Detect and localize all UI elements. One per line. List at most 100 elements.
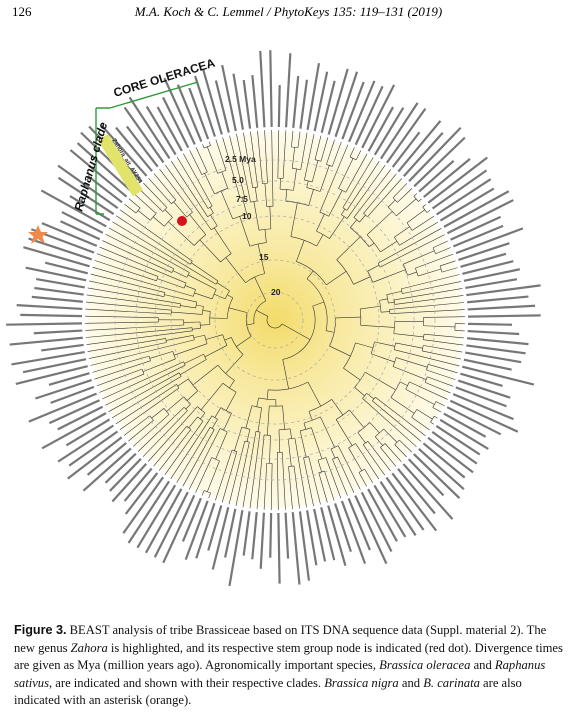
branch (326, 271, 347, 286)
branch (294, 438, 307, 508)
branch (371, 353, 395, 363)
tip-label-placeholder (156, 106, 183, 152)
branch (256, 309, 269, 317)
branch (353, 169, 392, 218)
branch (367, 441, 391, 472)
time-label: 5.0 (232, 175, 244, 185)
tip-label-placeholder (67, 436, 123, 480)
branch (209, 207, 214, 214)
branch (105, 364, 186, 406)
core-oleracea-bracket (109, 81, 199, 109)
branch (85, 327, 193, 338)
branch (306, 270, 314, 280)
branch-arc (372, 396, 376, 402)
branch (173, 201, 187, 218)
branch (228, 307, 248, 313)
branch (427, 376, 454, 387)
branch-arc (357, 422, 371, 433)
branch (432, 240, 448, 249)
branch (88, 280, 165, 297)
branch (123, 415, 150, 436)
branch (358, 472, 367, 487)
branch (224, 337, 232, 341)
branch (320, 137, 329, 162)
branch-arc (201, 171, 208, 175)
branch (207, 460, 220, 492)
branch (153, 173, 177, 201)
branch (390, 397, 415, 414)
branch (120, 209, 193, 262)
branch (366, 211, 393, 235)
branch (204, 173, 215, 195)
tip-label-placeholder (242, 511, 251, 556)
tip-label-placeholder (298, 511, 311, 581)
tip-label-placeholder (194, 75, 216, 137)
branch (360, 325, 395, 328)
branch (364, 468, 374, 484)
branch-arc (432, 247, 436, 254)
branch-arc (188, 378, 198, 392)
tip-label-placeholder (452, 393, 514, 421)
branch-arc (239, 196, 245, 199)
branch (180, 305, 196, 309)
branch (277, 130, 280, 179)
branch (403, 250, 435, 265)
branch-arc (422, 206, 428, 213)
branch (185, 285, 196, 290)
branch (355, 443, 380, 480)
branch-arc (249, 242, 267, 247)
tip-label-placeholder (385, 107, 427, 164)
branch (239, 216, 251, 247)
branch (379, 298, 388, 301)
branch (423, 325, 456, 328)
branch (138, 187, 164, 212)
branch-arc (195, 301, 198, 308)
tip-label-placeholder (361, 84, 396, 149)
branch-arc (426, 364, 429, 371)
branch-arc (186, 212, 193, 218)
branch (411, 416, 430, 431)
tip-label-placeholder (439, 418, 489, 450)
tip-label-placeholder (232, 73, 245, 130)
branch (236, 133, 251, 203)
branch (423, 333, 465, 339)
branch (366, 393, 375, 400)
branch (345, 153, 368, 193)
time-label: 15 (259, 252, 269, 262)
branch (200, 383, 224, 411)
branch-arc (197, 406, 206, 414)
tip-label-placeholder (463, 268, 521, 282)
tip-label-placeholder (277, 85, 281, 128)
branch (396, 198, 417, 217)
branch-arc (203, 145, 211, 149)
branch (355, 342, 374, 349)
branch-arc (380, 443, 386, 448)
branch (336, 236, 361, 260)
branch (326, 139, 335, 165)
branch (254, 276, 267, 301)
branch (335, 419, 353, 446)
branch (202, 144, 205, 149)
branch (173, 343, 208, 356)
branch (159, 168, 193, 213)
tip-label-placeholder (467, 314, 541, 318)
branch (439, 260, 456, 267)
branch (357, 432, 366, 444)
branch (270, 463, 273, 510)
tip-label-placeholder (431, 169, 488, 210)
branch (392, 183, 408, 199)
tip-label-placeholder (111, 463, 148, 503)
branch (395, 342, 423, 349)
branch (325, 330, 335, 333)
branch (350, 219, 357, 228)
tip-label-placeholder (224, 508, 237, 558)
branch (367, 178, 403, 218)
branch-arc (162, 207, 168, 212)
tip-label-placeholder (461, 365, 535, 386)
branch-arc (211, 225, 218, 231)
branch (170, 160, 208, 217)
tip-label-placeholder (195, 502, 216, 559)
branch (454, 330, 465, 332)
branch (151, 408, 165, 419)
tip-label-placeholder (68, 430, 119, 467)
